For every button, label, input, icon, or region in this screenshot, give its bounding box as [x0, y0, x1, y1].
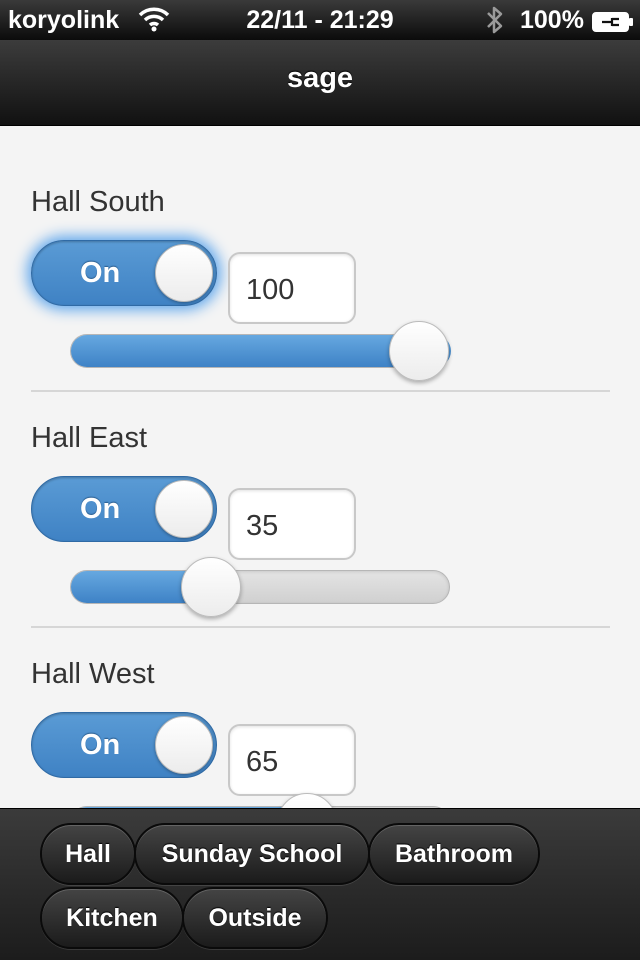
nav-button-hall[interactable]: Hall: [40, 823, 136, 885]
power-toggle[interactable]: On: [31, 712, 217, 778]
toggle-knob[interactable]: [155, 716, 213, 774]
toggle-knob[interactable]: [155, 480, 213, 538]
light-name: Hall West: [31, 658, 155, 690]
level-input[interactable]: 100: [228, 252, 356, 324]
toggle-state-label: On: [80, 729, 121, 761]
lights-list[interactable]: Hall South On 100 Hall East On 35: [0, 126, 640, 808]
light-name: Hall South: [31, 186, 165, 218]
nav-button-outside[interactable]: Outside: [182, 887, 328, 949]
light-item-hall-east: Hall East On 35: [0, 362, 640, 628]
level-slider[interactable]: [70, 321, 451, 381]
carrier-name: koryolink: [8, 6, 120, 34]
toggle-state-label: On: [80, 493, 121, 525]
toggle-knob[interactable]: [155, 244, 213, 302]
nav-button-sunday-school[interactable]: Sunday School: [134, 823, 370, 885]
divider: [31, 390, 610, 392]
slider-fill: [71, 335, 451, 367]
divider: [31, 626, 610, 628]
nav-button-kitchen[interactable]: Kitchen: [40, 887, 184, 949]
slider-thumb[interactable]: [181, 557, 241, 617]
level-slider[interactable]: [70, 557, 450, 617]
power-toggle[interactable]: On: [31, 240, 217, 306]
level-input[interactable]: 35: [228, 488, 356, 560]
bluetooth-icon: [484, 5, 506, 42]
nav-button-bathroom[interactable]: Bathroom: [368, 823, 540, 885]
bottom-nav: Hall Sunday School Bathroom Kitchen Outs…: [0, 808, 640, 960]
light-item-hall-south: Hall South On 100: [0, 126, 640, 392]
wifi-icon: [138, 6, 170, 39]
status-time: 22/11 - 21:29: [246, 6, 394, 34]
status-bar: koryolink 22/11 - 21:29 100%: [0, 0, 640, 40]
page-title: sage: [286, 62, 354, 94]
slider-fill: [71, 807, 318, 808]
level-input[interactable]: 65: [228, 724, 356, 796]
toggle-state-label: On: [80, 257, 121, 289]
battery-charging-icon: [592, 10, 634, 39]
power-toggle[interactable]: On: [31, 476, 217, 542]
light-name: Hall East: [31, 422, 148, 454]
app-header: sage: [0, 40, 640, 126]
light-item-hall-west: Hall West On 65: [0, 598, 640, 808]
slider-thumb[interactable]: [389, 321, 449, 381]
battery-percent: 100%: [520, 6, 584, 34]
